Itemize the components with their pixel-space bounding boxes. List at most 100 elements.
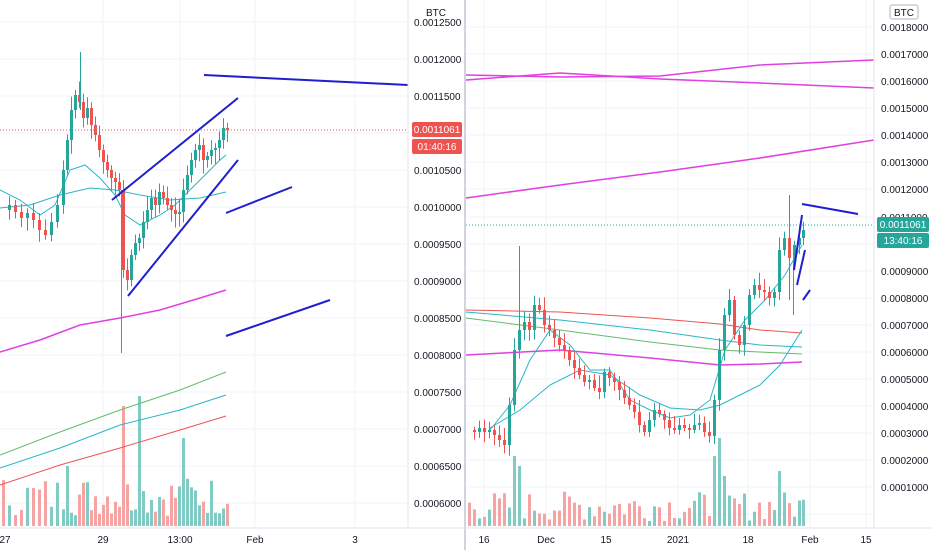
right-candle-body [748, 295, 751, 325]
left-candle-body [138, 238, 141, 243]
right-trendlines[interactable] [793, 203, 859, 301]
left-candle-body [178, 212, 181, 214]
right-ma-magenta [465, 349, 803, 366]
right-volume-bar [503, 493, 506, 526]
left-plot-area[interactable] [0, 0, 408, 528]
right-x-tick-label: Dec [537, 535, 555, 546]
left-candle-body [210, 150, 213, 156]
right-volume-bar [583, 519, 586, 526]
left-candle-body [106, 162, 109, 170]
left-wedge-lower [127, 159, 239, 297]
left-trendlines[interactable] [111, 74, 409, 337]
left-y-tick-label: 0.0007500 [414, 388, 462, 399]
right-volume-bar [773, 509, 776, 526]
left-chart-panel[interactable] [0, 0, 409, 528]
right-y-tick-label: 0.0014000 [881, 131, 929, 142]
right-candle-body [503, 440, 506, 445]
right-volume-bar [763, 519, 766, 526]
left-candle-body [198, 145, 201, 150]
right-volume-bar [468, 502, 471, 526]
right-volume-bar [478, 518, 481, 526]
right-volume-bar [768, 502, 771, 526]
left-x-tick-label: 3 [352, 535, 358, 546]
right-volume-bar [783, 492, 786, 526]
left-projection-1 [225, 186, 293, 214]
left-candle-body [110, 170, 113, 178]
right-slow-ma [489, 329, 803, 429]
right-volume-bar [673, 518, 676, 526]
right-candle-body [653, 410, 656, 420]
left-volume-bar [94, 496, 97, 526]
right-candle-body [663, 414, 666, 420]
left-volume-bar [82, 482, 85, 526]
left-resistance-line [203, 74, 409, 86]
right-volume-bar [548, 519, 551, 526]
right-candle-body [488, 430, 491, 432]
left-volume-bar [202, 501, 205, 526]
right-candle-body [473, 430, 476, 432]
left-candle-body [158, 192, 161, 205]
right-currency-label: BTC [889, 4, 919, 20]
right-fast-ma [489, 244, 803, 431]
right-chart-panel[interactable] [465, 0, 875, 528]
right-plot-area[interactable] [466, 0, 874, 528]
right-volume-bar [778, 471, 781, 526]
left-candle-body [14, 205, 17, 212]
left-candle-body [218, 140, 221, 148]
right-volume-bar [708, 515, 711, 526]
right-volume-bar [488, 509, 491, 526]
right-volume-bar [802, 499, 805, 526]
right-candle-body [678, 425, 681, 430]
right-candle-body [693, 425, 696, 430]
right-candle-body [778, 250, 781, 292]
right-y-tick-label: 0.0017000 [881, 50, 929, 61]
left-candle-body [206, 156, 209, 160]
left-volume-bar [178, 486, 181, 526]
right-candle-body [603, 372, 606, 392]
left-volume-bar [118, 506, 121, 526]
left-y-tick-label: 0.0012500 [414, 18, 462, 29]
right-y-tick-label: 0.0018000 [881, 23, 929, 34]
left-y-tick-label: 0.0010000 [414, 203, 462, 214]
left-candle-body [182, 190, 185, 212]
left-candle-body [62, 170, 65, 205]
right-candle-body [563, 345, 566, 350]
left-candle-body [66, 140, 69, 170]
right-price-badge: 0.0011061 13:40:16 [877, 217, 929, 248]
right-x-tick-label: 18 [742, 535, 754, 546]
right-volume-bar [563, 491, 566, 526]
left-volume-bar [110, 513, 113, 526]
right-y-tick-label: 0.0001000 [881, 483, 929, 494]
left-vol-ma-red [0, 415, 227, 486]
right-candle-body [568, 350, 571, 360]
left-candle-body [226, 128, 229, 130]
right-candle-body [618, 382, 621, 390]
left-candles [8, 52, 229, 353]
left-volume-bar [70, 512, 73, 526]
right-volume-bar [508, 507, 511, 526]
left-candle-body [142, 222, 145, 238]
right-candle-body [763, 290, 766, 292]
left-volume-bar [78, 494, 81, 526]
left-countdown: 01:40:16 [418, 142, 457, 153]
right-volume-bar [498, 498, 501, 526]
left-volume-bar [138, 396, 141, 526]
right-volume-bar [788, 503, 791, 526]
right-y-tick-label: 0.0016000 [881, 77, 929, 88]
left-volume-bars [2, 396, 229, 526]
right-magenta-channel-1 [465, 139, 875, 199]
time-axes[interactable]: 27 29 13:00 Feb 3 16 Dec 15 2021 18 Feb 15 [0, 527, 932, 546]
right-volume-bar [598, 506, 601, 526]
left-price-axis[interactable]: 0.00125000.00120000.00115000.00110000.00… [407, 0, 464, 528]
right-candle-body [793, 245, 796, 258]
right-volume-bar [733, 498, 736, 526]
right-candle-body [483, 428, 486, 432]
right-volume-bar [718, 438, 721, 526]
right-volume-bar [513, 456, 516, 526]
right-y-tick-label: 0.0005000 [881, 375, 929, 386]
left-volume-bar [198, 505, 201, 526]
right-price-axis[interactable]: 0.0018000 0.0017000 0.0016000 0.0015000 0.00… [873, 0, 932, 528]
right-candle-body [728, 300, 731, 315]
left-candle-body [150, 198, 153, 210]
